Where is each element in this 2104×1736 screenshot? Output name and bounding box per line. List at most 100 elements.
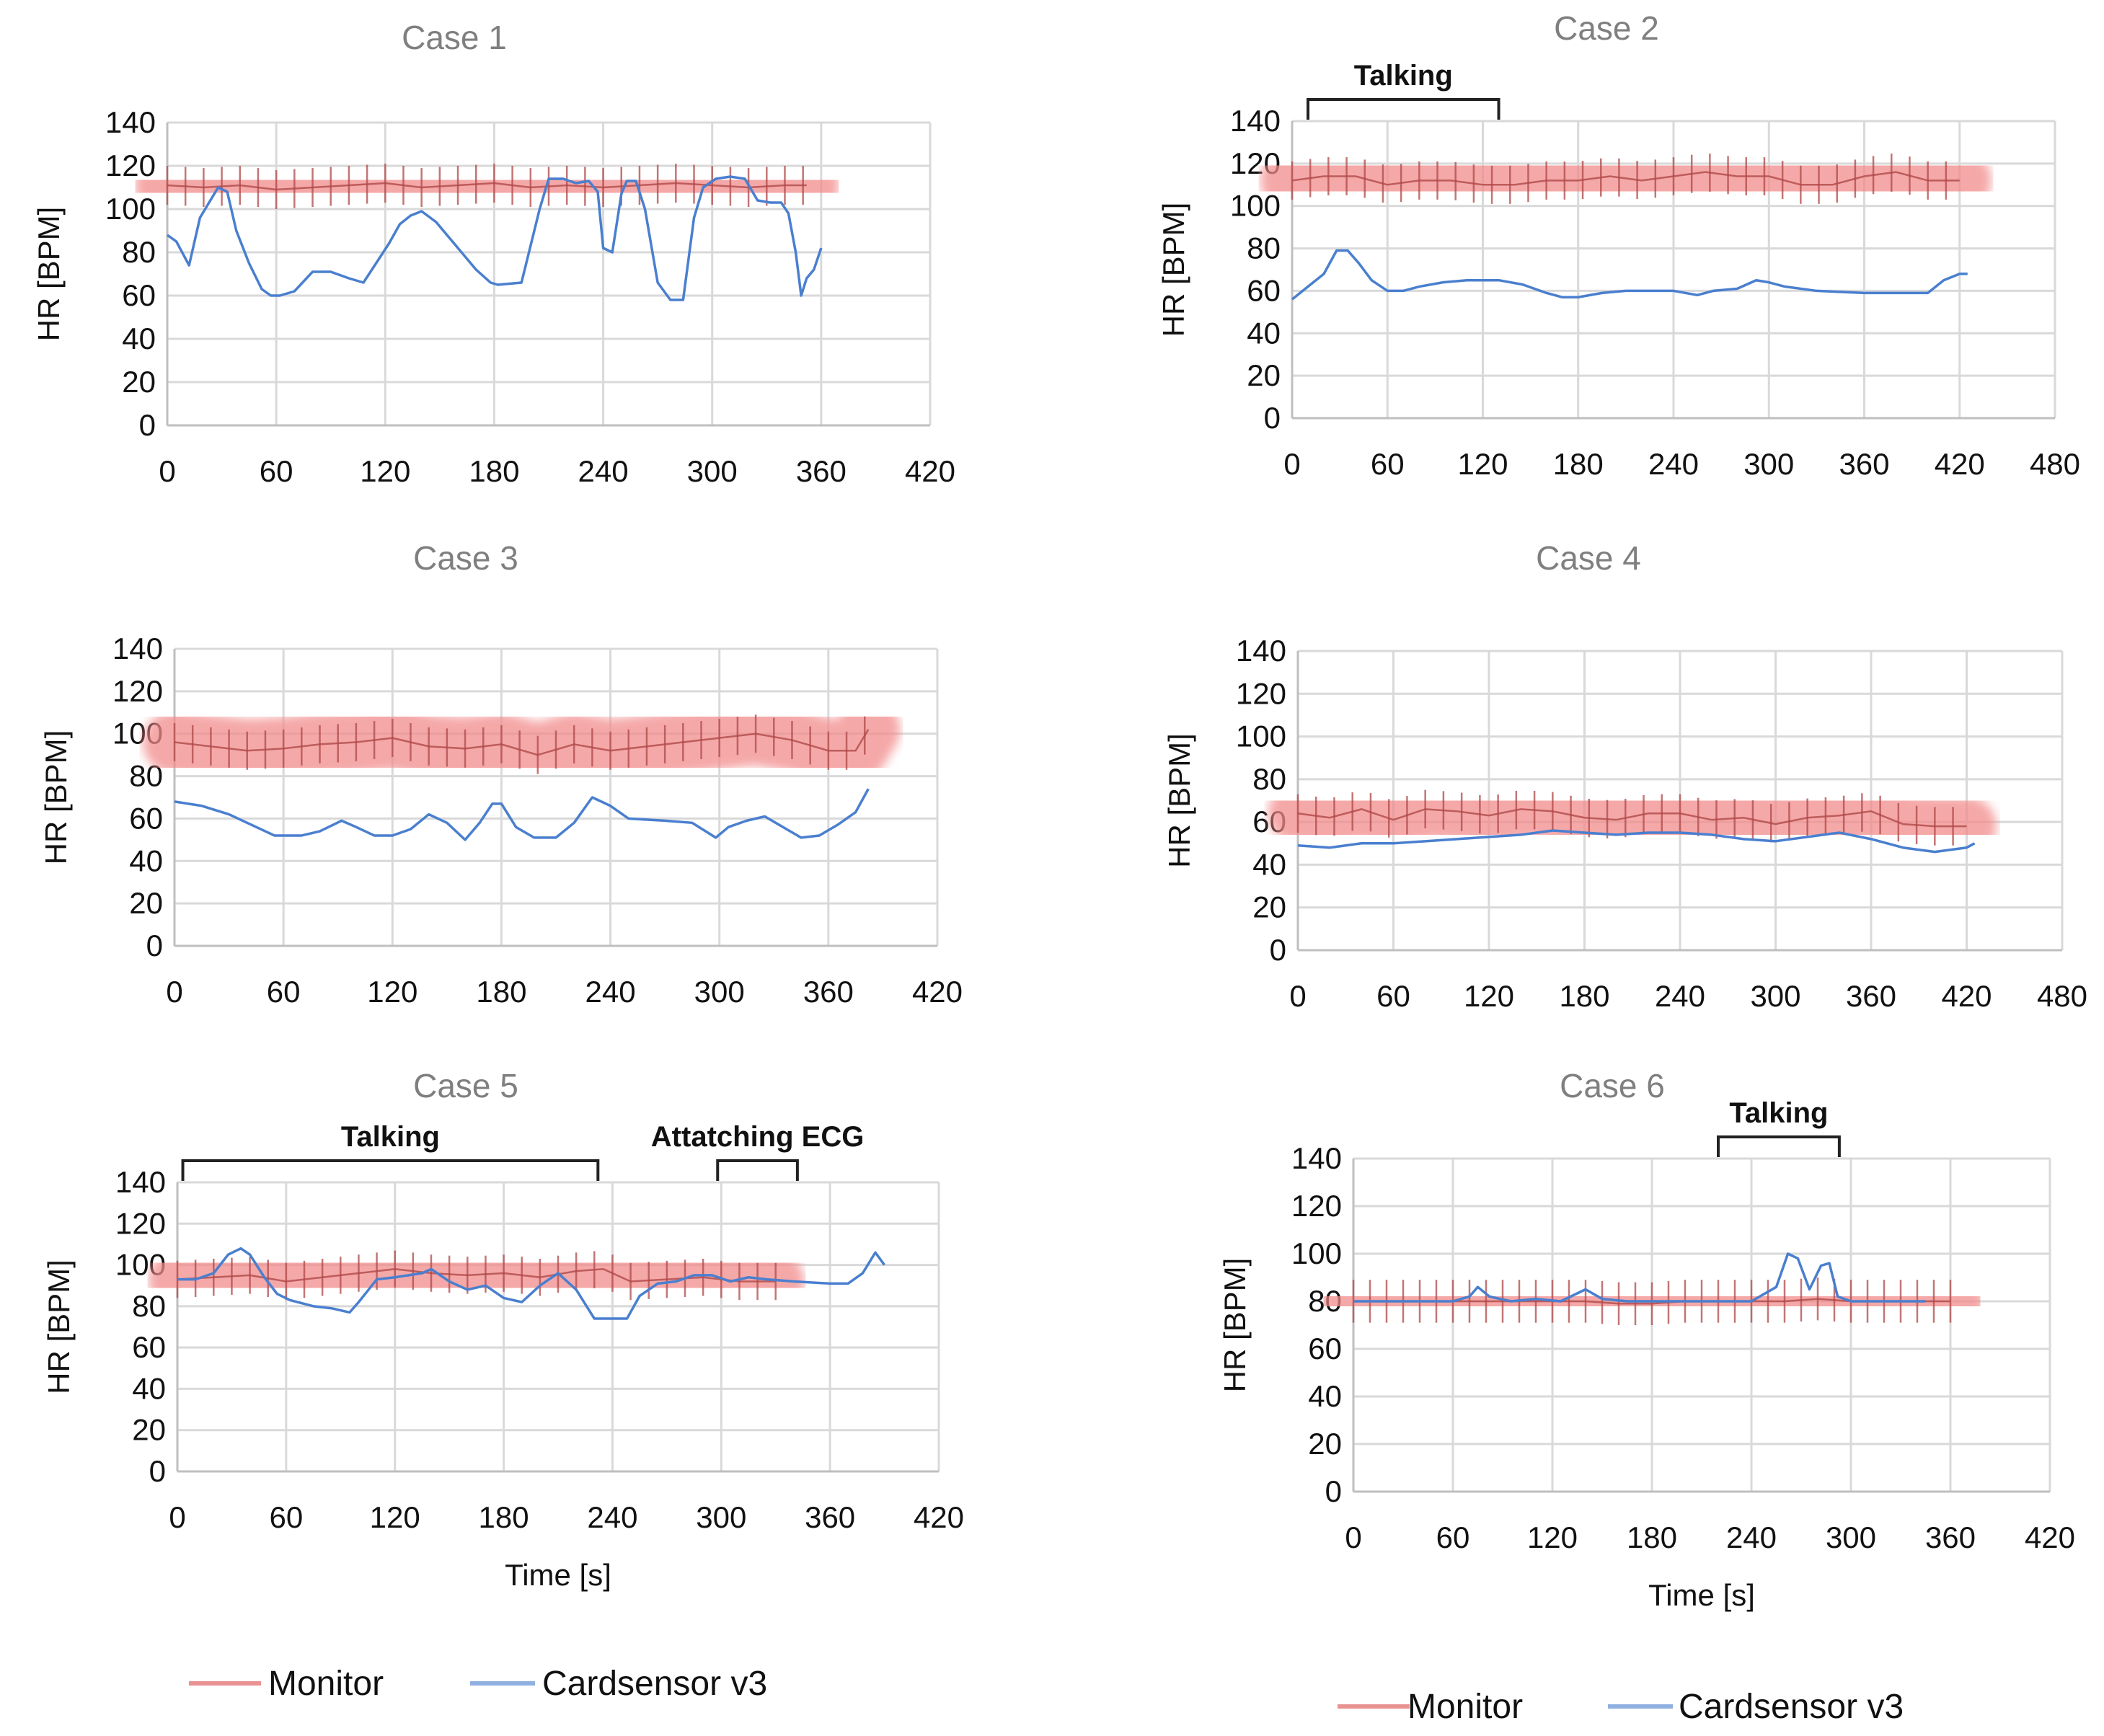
y-axis-title: HR [BPM] (1162, 733, 1196, 868)
x-tick-label: 180 (479, 1500, 529, 1534)
y-tick-label: 140 (1291, 1141, 1342, 1175)
y-tick-label: 20 (132, 1413, 166, 1447)
annotation-bracket (716, 1159, 799, 1181)
y-tick-label: 120 (1236, 676, 1286, 710)
y-tick-label: 40 (1247, 316, 1281, 350)
x-tick-label: 120 (1457, 447, 1508, 481)
x-tick-label: 60 (260, 454, 293, 488)
y-tick-label: 60 (122, 278, 156, 312)
y-tick-label: 100 (1236, 719, 1286, 753)
x-tick-label: 240 (578, 454, 629, 488)
annotation-bracket (1717, 1135, 1841, 1157)
x-tick-label: 60 (269, 1500, 303, 1534)
y-tick-label: 140 (1230, 104, 1281, 138)
x-tick-label: 120 (367, 975, 417, 1009)
x-tick-label: 0 (159, 454, 175, 488)
x-tick-label: 360 (796, 454, 847, 488)
y-tick-label: 100 (1291, 1236, 1342, 1270)
x-tick-label: 180 (1553, 447, 1604, 481)
x-tick-label: 0 (1345, 1520, 1361, 1554)
x-tick-label: 180 (469, 454, 519, 488)
x-tick-label: 420 (905, 454, 955, 488)
y-tick-label: 60 (1247, 273, 1281, 307)
y-tick-label: 20 (1252, 890, 1286, 924)
x-axis-title: Time [s] (1648, 1578, 1755, 1612)
x-tick-label: 240 (1655, 979, 1705, 1013)
y-tick-label: 140 (1236, 634, 1286, 668)
series-cardsensor-line (166, 175, 823, 301)
y-tick-label: 40 (132, 1371, 166, 1405)
annotation-bracket (181, 1159, 600, 1181)
x-tick-label: 120 (360, 454, 410, 488)
annotation-bracket (1307, 98, 1500, 120)
y-axis-title: HR [BPM] (42, 1259, 76, 1394)
series-monitor-band (142, 697, 901, 787)
legend-left: Monitor Cardsensor v3 (189, 1665, 767, 1703)
x-tick-label: 60 (267, 975, 301, 1009)
x-tick-label: 180 (1559, 979, 1609, 1013)
y-axis-title: HR [BPM] (1218, 1258, 1252, 1393)
x-tick-label: 240 (1726, 1520, 1777, 1554)
series-cardsensor-line (1297, 829, 1976, 854)
x-tick-label: 240 (585, 975, 636, 1009)
chart-title: Case 6 (1560, 1067, 1665, 1104)
x-tick-label: 300 (1826, 1520, 1876, 1554)
x-tick-label: 60 (1376, 979, 1410, 1013)
x-tick-label: 300 (696, 1500, 746, 1534)
x-tick-label: 180 (476, 975, 526, 1009)
y-tick-label: 140 (115, 1165, 166, 1199)
x-tick-label: 60 (1436, 1520, 1470, 1554)
x-axis-title: Time [s] (505, 1558, 611, 1592)
y-tick-label: 40 (1252, 847, 1286, 881)
x-tick-label: 0 (1289, 979, 1306, 1013)
legend-label-cardsensor: Cardsensor v3 (1679, 1688, 1904, 1726)
y-tick-label: 20 (1247, 358, 1281, 392)
y-tick-label: 60 (1308, 1332, 1342, 1365)
x-tick-label: 60 (1371, 447, 1405, 481)
x-tick-label: 360 (1846, 979, 1896, 1013)
y-tick-label: 20 (1308, 1427, 1342, 1461)
y-tick-label: 140 (112, 632, 163, 665)
y-axis-title: HR [BPM] (32, 207, 66, 342)
x-tick-label: 360 (1839, 447, 1889, 481)
x-tick-label: 420 (1935, 447, 1985, 481)
x-tick-label: 360 (805, 1500, 855, 1534)
series-cardsensor-line (174, 788, 870, 841)
x-tick-label: 120 (370, 1500, 420, 1534)
x-tick-label: 240 (1648, 447, 1699, 481)
x-tick-label: 300 (694, 975, 745, 1009)
annotation-label: Talking (1729, 1097, 1828, 1129)
y-tick-label: 140 (105, 105, 156, 139)
chart-title: Case 5 (413, 1067, 518, 1104)
x-tick-label: 300 (1743, 447, 1794, 481)
y-tick-label: 0 (149, 1454, 166, 1488)
x-tick-label: 0 (169, 1500, 185, 1534)
y-tick-label: 0 (1270, 933, 1286, 967)
series-cardsensor-line (1291, 249, 1968, 301)
x-tick-label: 120 (1464, 979, 1514, 1013)
y-tick-label: 40 (129, 843, 163, 877)
y-tick-label: 0 (1264, 401, 1281, 435)
legend-right: Monitor Cardsensor v3 (1338, 1688, 1904, 1726)
y-tick-label: 60 (129, 801, 163, 835)
y-tick-label: 120 (112, 674, 163, 708)
y-tick-label: 0 (146, 929, 163, 962)
chart-title: Case 4 (1536, 539, 1641, 577)
x-tick-label: 420 (914, 1500, 964, 1534)
x-tick-label: 0 (166, 975, 182, 1009)
y-axis-title: HR [BPM] (1157, 203, 1190, 337)
legend-label-monitor: Monitor (1407, 1688, 1523, 1726)
annotation-label: Attatching ECG (651, 1121, 865, 1153)
x-tick-label: 360 (803, 975, 854, 1009)
y-tick-label: 80 (122, 235, 156, 269)
y-tick-label: 120 (1291, 1189, 1342, 1223)
x-tick-label: 300 (687, 454, 738, 488)
series-monitor-line (1291, 171, 1960, 186)
